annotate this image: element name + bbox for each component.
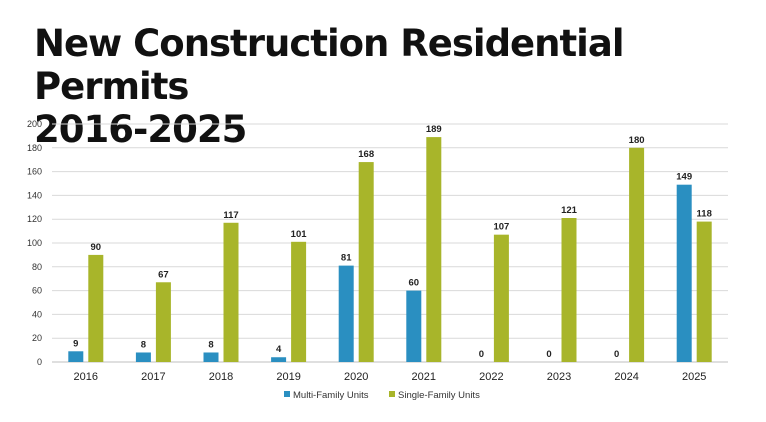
x-tick-label: 2017	[141, 371, 165, 383]
single-family-label-2022: 107	[493, 222, 509, 233]
x-tick-label: 2022	[479, 371, 503, 383]
multi-family-bar-2019	[271, 357, 287, 362]
multi-family-bar-2018	[203, 352, 219, 362]
multi-family-label-2019: 4	[276, 344, 282, 355]
legend: Multi-Family Units Single-Family Units	[284, 390, 480, 401]
y-tick-label: 180	[27, 143, 42, 153]
single-family-label-2018: 117	[223, 210, 238, 221]
y-tick-label: 20	[32, 333, 42, 343]
multi-family-label-2021: 60	[409, 278, 420, 289]
single-family-label-2023: 121	[561, 205, 578, 216]
chart-title: New Construction Residential Permits 201…	[34, 22, 766, 151]
single-family-bar-2018	[223, 222, 239, 362]
y-tick-label: 60	[32, 286, 42, 296]
single-family-bar-2017	[155, 282, 171, 362]
chart-title-line-2: 2016-2025	[34, 108, 247, 151]
single-family-label-2025: 118	[697, 209, 712, 220]
multi-family-label-2025: 149	[676, 172, 692, 183]
y-tick-label: 160	[27, 167, 42, 177]
multi-family-bar-2016	[68, 351, 84, 362]
multi-family-bar-2021	[406, 290, 422, 362]
single-family-label-2017: 67	[158, 269, 169, 280]
multi-family-label-2024: 0	[614, 349, 619, 360]
multi-family-label-2023: 0	[546, 349, 551, 360]
single-family-label-2016: 90	[91, 242, 102, 253]
y-axis: 0 20 40 60 80 100 120 140 160 180 200	[27, 119, 42, 367]
multi-family-label-2017: 8	[141, 339, 146, 350]
single-family-bar-2019	[291, 241, 307, 362]
single-family-bar-2022	[493, 234, 509, 362]
multi-family-bar-2017	[135, 352, 151, 362]
multi-family-label-2016: 9	[73, 338, 78, 349]
legend-multi-family-swatch	[284, 391, 290, 397]
single-family-label-2020: 168	[358, 149, 374, 160]
y-tick-label: 140	[27, 190, 42, 200]
x-tick-label: 2016	[74, 371, 98, 383]
y-tick-label: 120	[27, 214, 42, 224]
x-tick-label: 2023	[547, 371, 571, 383]
single-family-label-2021: 189	[426, 124, 442, 135]
multi-family-label-2022: 0	[479, 349, 484, 360]
single-family-label-2024: 180	[629, 135, 645, 146]
y-tick-label: 100	[27, 238, 42, 248]
y-tick-label: 40	[32, 309, 42, 319]
multi-family-bar-2025	[676, 184, 692, 362]
legend-single-family-label: Single-Family Units	[398, 390, 480, 401]
x-tick-label: 2018	[209, 371, 233, 383]
single-family-bar-2024	[629, 147, 645, 362]
y-tick-label: 0	[37, 357, 42, 367]
multi-family-label-2020: 81	[341, 253, 352, 264]
legend-single-family-swatch	[389, 391, 395, 397]
single-family-bar-2020	[358, 162, 374, 362]
legend-multi-family-label: Multi-Family Units	[293, 390, 369, 401]
gridlines	[52, 123, 728, 363]
x-tick-label: 2021	[412, 371, 436, 383]
single-family-bar-2016	[88, 254, 104, 362]
data-labels: 9 90 8 67 8 117 4 101 81 168 60 189 0 107 0 121 0 180 149 1…	[73, 124, 712, 360]
y-tick-label: 80	[32, 262, 42, 272]
bars	[68, 137, 712, 362]
multi-family-label-2018: 8	[208, 339, 213, 350]
x-tick-label: 2025	[682, 371, 706, 383]
single-family-bar-2025	[696, 221, 712, 362]
single-family-bar-2023	[561, 218, 577, 362]
chart-title-line-1: New Construction Residential Permits	[34, 22, 625, 108]
x-tick-label: 2020	[344, 371, 368, 383]
x-axis: 2016 2017 2018 2019 2020 2021 2022 2023 2024 2025	[74, 371, 707, 383]
x-tick-label: 2024	[614, 371, 638, 383]
x-tick-label: 2019	[276, 371, 300, 383]
y-tick-label: 200	[27, 119, 42, 129]
single-family-label-2019: 101	[291, 229, 308, 240]
single-family-bar-2021	[426, 137, 442, 362]
multi-family-bar-2020	[338, 265, 354, 362]
